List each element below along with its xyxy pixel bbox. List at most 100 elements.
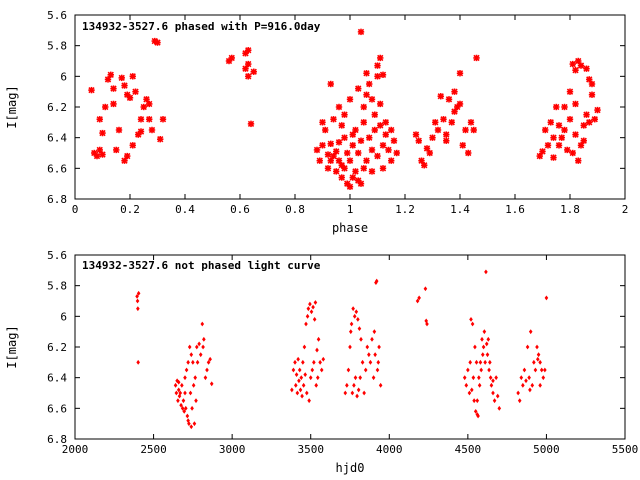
phased-point <box>374 73 381 80</box>
phased-point <box>366 134 373 141</box>
phased-point <box>451 88 458 95</box>
phased-x-tick-label: 1.2 <box>395 203 415 216</box>
lightcurve-point <box>374 278 379 284</box>
phased-point <box>357 137 365 144</box>
phased-x-axis-label: phase <box>332 221 368 235</box>
phased-point <box>352 168 359 175</box>
lightcurve-point <box>370 336 374 342</box>
phased-point <box>126 94 134 101</box>
lightcurve-point <box>489 382 494 388</box>
lightcurve-point <box>462 375 467 381</box>
phased-point <box>121 82 128 89</box>
lightcurve-point <box>307 398 311 404</box>
lightcurve-point <box>350 390 355 396</box>
phased-point <box>346 157 354 164</box>
lightcurve-point <box>296 356 300 362</box>
phased-point <box>377 122 384 129</box>
phased-point <box>580 122 587 129</box>
phased-point <box>561 103 568 111</box>
lightcurve-point <box>203 375 208 381</box>
lightcurve-point <box>202 336 206 342</box>
lightcurve-point <box>194 398 198 404</box>
lightcurve-point <box>541 375 546 381</box>
phased-chart-title: 134932-3527.6 phased with P=916.0day <box>82 20 321 33</box>
phased-point <box>154 39 161 46</box>
phased-point <box>385 146 392 154</box>
phased-point <box>594 106 601 114</box>
lightcurve-point <box>185 413 190 419</box>
lightcurve-point <box>316 336 321 342</box>
lightcurve-point <box>183 390 187 396</box>
lightcurve-point <box>475 412 480 417</box>
phased-point <box>346 183 354 190</box>
lightcurve-point <box>208 356 212 362</box>
lightcurve-point <box>354 309 359 315</box>
lightcurve-y-tick-label: 6 <box>60 310 67 323</box>
lightcurve-x-tick-label: 5000 <box>533 443 560 456</box>
lightcurve-point <box>425 321 429 327</box>
phased-point <box>572 100 579 108</box>
phased-point <box>129 142 136 149</box>
lightcurve-point <box>362 390 366 396</box>
phased-point <box>363 157 370 164</box>
lightcurve-point <box>487 367 491 373</box>
phased-point <box>412 131 420 138</box>
phased-point <box>572 67 579 74</box>
phased-point <box>432 119 439 126</box>
lightcurve-point <box>176 379 181 385</box>
phased-y-tick-label: 6.2 <box>47 101 67 114</box>
lightcurve-point <box>306 306 311 312</box>
phased-x-tick-label: 0.4 <box>175 203 195 216</box>
lightcurve-point <box>539 367 544 373</box>
lightcurve-point <box>473 409 478 414</box>
phased-point <box>357 180 365 187</box>
lightcurve-point <box>179 402 183 408</box>
phased-point <box>319 142 326 149</box>
lightcurve-point <box>480 352 485 358</box>
phased-chart: 134932-3527.6 phased with P=916.0day pha… <box>5 9 628 235</box>
lightcurve-point <box>308 375 313 381</box>
phased-point <box>379 142 387 149</box>
phased-point <box>421 162 428 169</box>
phased-point <box>344 149 351 157</box>
lightcurve-point <box>135 298 140 304</box>
lightcurve-point <box>373 352 377 358</box>
lightcurve-point <box>346 367 351 373</box>
lightcurve-point <box>477 382 482 388</box>
lightcurve-point <box>519 375 524 381</box>
lightcurve-point <box>187 344 192 350</box>
lightcurve-point <box>533 367 538 373</box>
lightcurve-point <box>191 359 195 365</box>
lightcurve-point <box>348 344 352 350</box>
lightcurve-point <box>318 359 322 365</box>
phased-point <box>547 119 554 126</box>
phased-point <box>99 151 106 158</box>
lightcurve-point <box>543 367 547 373</box>
phased-point <box>146 100 153 108</box>
lightcurve-point <box>201 344 205 350</box>
phased-point <box>374 62 381 69</box>
phased-point <box>115 126 123 134</box>
lightcurve-point <box>495 393 500 399</box>
lightcurve-point <box>321 356 326 362</box>
phased-point <box>366 80 373 88</box>
lightcurve-y-tick-label: 6.2 <box>47 341 67 354</box>
phased-point <box>426 149 433 157</box>
phased-point <box>327 157 334 164</box>
lightcurve-point <box>356 317 360 322</box>
lightcurve-y-tick-label: 6.8 <box>47 433 67 446</box>
phased-point <box>124 152 131 160</box>
lightcurve-point <box>304 390 309 396</box>
phased-point <box>335 157 343 164</box>
lightcurve-point <box>345 382 349 388</box>
phased-point <box>113 146 120 154</box>
phased-point <box>129 73 136 80</box>
lightcurve-point <box>180 382 184 388</box>
lightcurve-point <box>536 352 541 358</box>
lightcurve-point <box>357 326 362 331</box>
lightcurve-points <box>135 269 549 430</box>
lightcurve-point <box>473 344 477 350</box>
lightcurve-point <box>297 378 301 384</box>
phased-point <box>575 157 582 164</box>
phased-point <box>88 86 95 94</box>
